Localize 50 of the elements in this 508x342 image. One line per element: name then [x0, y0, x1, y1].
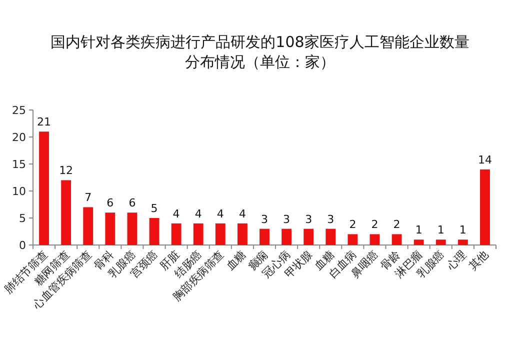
- bar: [127, 212, 138, 245]
- data-label: 3: [283, 212, 290, 226]
- y-tick-label: 20: [12, 131, 26, 144]
- bar: [105, 212, 116, 245]
- bar: [149, 218, 160, 245]
- bar: [215, 223, 226, 245]
- bar: [414, 240, 424, 245]
- data-label: 21: [37, 116, 52, 129]
- data-label: 1: [459, 224, 466, 237]
- bar: [260, 228, 270, 245]
- data-label: 2: [371, 218, 378, 232]
- x-tick-label: 血糖: [224, 248, 249, 273]
- bar: [304, 228, 314, 245]
- data-label: 2: [349, 218, 356, 232]
- data-label: 6: [128, 196, 136, 210]
- data-label: 12: [59, 164, 74, 178]
- data-label: 4: [194, 207, 202, 220]
- y-tick-label: 10: [12, 185, 26, 198]
- bar: [282, 228, 292, 245]
- data-label: 14: [478, 153, 492, 166]
- y-tick-label: 0: [19, 239, 26, 252]
- bar: [39, 132, 49, 245]
- data-label: 6: [106, 196, 114, 210]
- data-label: 3: [327, 212, 334, 226]
- data-label: 7: [84, 191, 92, 204]
- bar: [392, 234, 402, 245]
- data-label: 5: [150, 202, 158, 215]
- data-label: 1: [437, 224, 444, 237]
- bar: [237, 223, 248, 245]
- data-label: 4: [172, 207, 180, 220]
- bar: [326, 228, 336, 245]
- chart-title: 国内针对各类疾病进行产品研发的108家医疗人工智能企业数量分布情况（单位：家）: [50, 32, 470, 72]
- bar: [436, 240, 446, 245]
- bar: [458, 240, 468, 245]
- y-tick-label: 25: [12, 104, 26, 117]
- data-label: 1: [415, 224, 422, 237]
- data-label: 3: [261, 212, 268, 226]
- bar: [61, 180, 72, 245]
- bar: [370, 234, 380, 245]
- y-tick-label: 5: [19, 212, 26, 225]
- y-tick-label: 15: [12, 158, 26, 171]
- bar: [83, 207, 94, 245]
- data-label: 4: [216, 207, 224, 220]
- data-label: 4: [238, 207, 246, 220]
- bar: [480, 169, 490, 245]
- bar: [348, 234, 358, 245]
- data-label: 3: [305, 212, 312, 226]
- bar: [193, 223, 204, 245]
- data-label: 2: [393, 218, 400, 232]
- bar: [171, 223, 182, 245]
